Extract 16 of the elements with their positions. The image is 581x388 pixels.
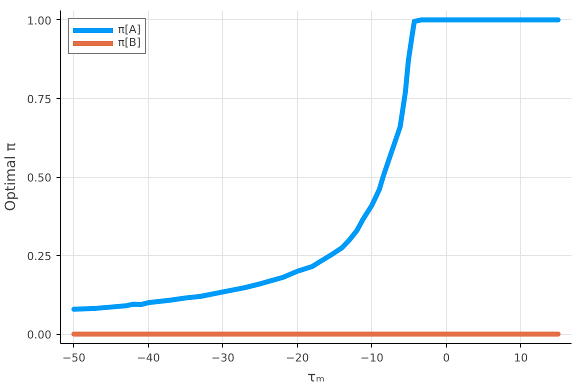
- legend-label: π[B]: [118, 36, 141, 49]
- y-tick-label: 1.00: [27, 14, 52, 28]
- y-axis-title: Optimal π: [3, 142, 20, 212]
- x-tick-label: −40: [136, 352, 160, 364]
- y-tick-label: 0.00: [27, 328, 52, 342]
- x-tick-label: 0: [442, 352, 450, 364]
- y-tick-label: 0.25: [27, 250, 52, 264]
- y-tick-label: 0.75: [27, 92, 52, 106]
- x-tick-label: 10: [514, 352, 528, 364]
- legend-label: π[A]: [118, 23, 141, 36]
- x-tick-label: −10: [360, 352, 384, 364]
- x-tick-label: −20: [286, 352, 309, 364]
- x-tick-label: −50: [62, 352, 86, 364]
- x-axis-title: τₘ: [307, 370, 325, 386]
- x-tick-label: −30: [211, 352, 234, 364]
- y-tick-label: 0.50: [27, 172, 52, 184]
